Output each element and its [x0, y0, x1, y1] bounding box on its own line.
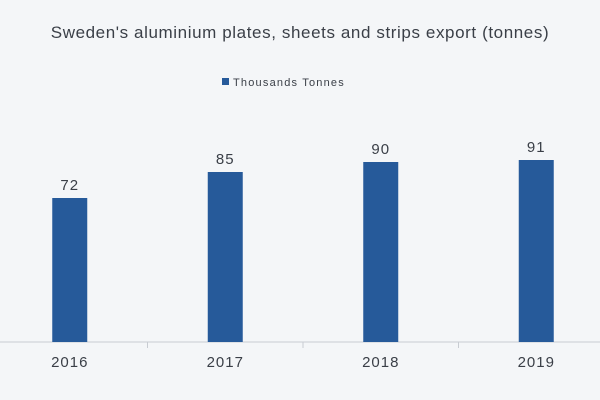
category-label-2016: 2016	[51, 354, 88, 371]
legend-swatch	[222, 78, 229, 85]
category-label-2017: 2017	[207, 354, 244, 371]
category-label-2018: 2018	[362, 354, 399, 371]
legend-label: Thousands Tonnes	[233, 77, 345, 89]
chart-title: Sweden's aluminium plates, sheets and st…	[51, 23, 549, 42]
category-labels-group: 2016 2017 2018 2019	[51, 354, 555, 371]
bar-2016	[52, 198, 88, 342]
data-label-2016: 72	[60, 177, 79, 194]
bar-2017	[207, 172, 243, 342]
legend: Thousands Tonnes	[222, 77, 345, 89]
data-label-2018: 90	[371, 141, 390, 158]
data-labels-group: 72 85 90 91	[60, 139, 546, 194]
bar-2018	[363, 162, 399, 342]
bars-group	[52, 160, 554, 342]
x-axis-ticks	[147, 342, 459, 348]
data-label-2017: 85	[216, 151, 235, 168]
category-label-2019: 2019	[518, 354, 555, 371]
data-label-2019: 91	[527, 139, 546, 156]
bar-2019	[518, 160, 554, 342]
